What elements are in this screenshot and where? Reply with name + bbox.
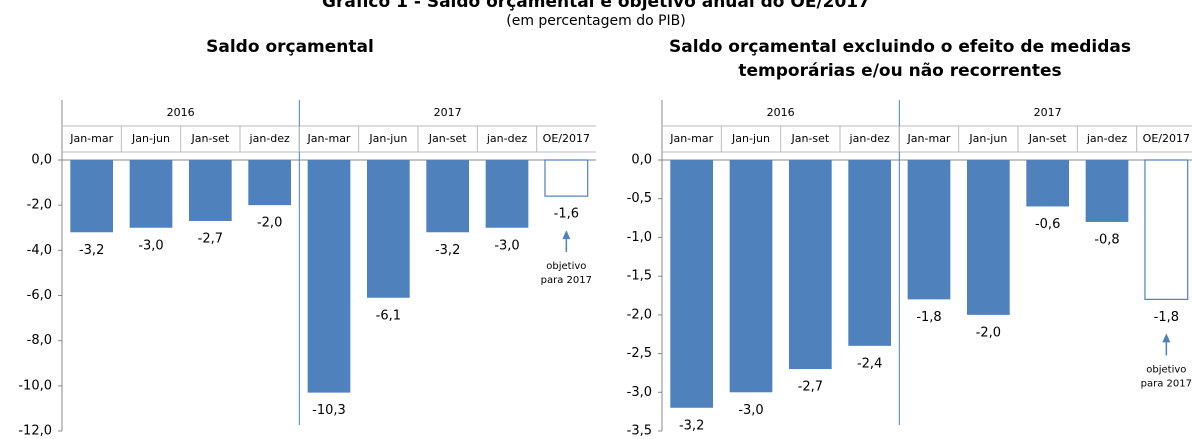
y-tick-label: -8,0 xyxy=(27,333,52,348)
bar xyxy=(670,160,714,408)
x-tick-label: jan-dez xyxy=(849,132,890,145)
bar xyxy=(248,160,292,206)
value-label: -2,0 xyxy=(257,216,282,231)
bar xyxy=(966,160,1010,315)
page-subtitle: (em percentagem do PIB) xyxy=(506,13,686,29)
annotation-arrowhead xyxy=(562,230,571,240)
value-label: -3,0 xyxy=(494,238,519,253)
annotation-arrowhead xyxy=(1162,333,1171,343)
bar xyxy=(1085,160,1129,222)
y-tick-label: -10,0 xyxy=(18,378,52,393)
y-tick-label: 0,0 xyxy=(631,153,652,168)
chart-title: Saldo orçamental excluindo o efeito de m… xyxy=(669,37,1131,57)
group-label: 2016 xyxy=(767,106,795,119)
x-tick-label: Jan-set xyxy=(790,132,829,145)
bar xyxy=(544,159,589,197)
value-label: -3,2 xyxy=(435,243,460,258)
annotation: objetivo xyxy=(546,261,586,272)
bar xyxy=(485,160,529,228)
bar xyxy=(129,160,173,228)
x-tick-label: Jan-mar xyxy=(669,132,713,145)
bar xyxy=(729,160,773,393)
annotation: objetivo xyxy=(1146,364,1186,375)
value-label: -0,8 xyxy=(1094,232,1119,247)
bar xyxy=(1144,159,1189,300)
x-tick-label: jan-dez xyxy=(249,132,290,145)
annotation: para 2017 xyxy=(1141,378,1192,389)
group-label: 2017 xyxy=(434,106,462,119)
x-tick-label: Jan-mar xyxy=(907,132,951,145)
x-tick-label: Jan-mar xyxy=(69,132,113,145)
value-label: -10,3 xyxy=(312,403,346,418)
x-tick-label: Jan-jun xyxy=(968,132,1007,145)
x-tick-label: OE/2017 xyxy=(543,132,590,145)
value-label: -1,8 xyxy=(1154,310,1179,325)
value-label: -1,8 xyxy=(916,310,941,325)
y-tick-label: -12,0 xyxy=(18,424,52,439)
value-label: -2,4 xyxy=(857,356,882,371)
y-tick-label: -3,0 xyxy=(627,385,652,400)
x-tick-label: Jan-jun xyxy=(731,132,770,145)
y-tick-label: -6,0 xyxy=(27,288,52,303)
value-label: -6,1 xyxy=(376,308,401,323)
value-label: -3,2 xyxy=(79,243,104,258)
y-tick-label: 0,0 xyxy=(31,153,52,168)
group-label: 2016 xyxy=(167,106,195,119)
chart-title: temporárias e/ou não recorrentes xyxy=(738,61,1061,81)
y-tick-label: -2,0 xyxy=(27,198,52,213)
value-label: -3,0 xyxy=(138,238,163,253)
x-tick-label: Jan-mar xyxy=(307,132,351,145)
bar xyxy=(188,160,232,221)
page-title: Gráfico 1 - Saldo orçamental e objetivo … xyxy=(322,0,870,12)
chart-title: Saldo orçamental xyxy=(206,37,374,57)
x-tick-label: jan-dez xyxy=(1086,132,1127,145)
y-tick-label: -1,0 xyxy=(627,230,652,245)
bar xyxy=(907,160,951,300)
value-label: -3,0 xyxy=(738,403,763,418)
value-label: -3,2 xyxy=(679,418,704,433)
value-label: -2,7 xyxy=(798,380,823,395)
value-label: -1,6 xyxy=(554,207,579,222)
value-label: -2,0 xyxy=(976,325,1001,340)
value-label: -0,6 xyxy=(1035,217,1060,232)
x-tick-label: jan-dez xyxy=(486,132,527,145)
bar xyxy=(307,160,351,393)
y-tick-label: -1,5 xyxy=(627,269,652,284)
x-tick-label: Jan-jun xyxy=(368,132,407,145)
bar xyxy=(788,160,832,370)
y-tick-label: -0,5 xyxy=(627,191,652,206)
bar xyxy=(1026,160,1070,207)
bar xyxy=(366,160,410,298)
bar xyxy=(848,160,892,346)
x-tick-label: Jan-set xyxy=(1028,132,1067,145)
y-tick-label: -2,0 xyxy=(627,307,652,322)
x-tick-label: OE/2017 xyxy=(1143,132,1190,145)
y-tick-label: -4,0 xyxy=(27,243,52,258)
y-tick-label: -3,5 xyxy=(627,424,652,439)
x-tick-label: Jan-set xyxy=(428,132,467,145)
y-tick-label: -2,5 xyxy=(627,346,652,361)
x-tick-label: Jan-set xyxy=(190,132,229,145)
bar xyxy=(426,160,470,233)
annotation: para 2017 xyxy=(541,275,592,286)
bar xyxy=(70,160,114,233)
x-tick-label: Jan-jun xyxy=(131,132,170,145)
group-label: 2017 xyxy=(1034,106,1062,119)
value-label: -2,7 xyxy=(198,231,223,246)
